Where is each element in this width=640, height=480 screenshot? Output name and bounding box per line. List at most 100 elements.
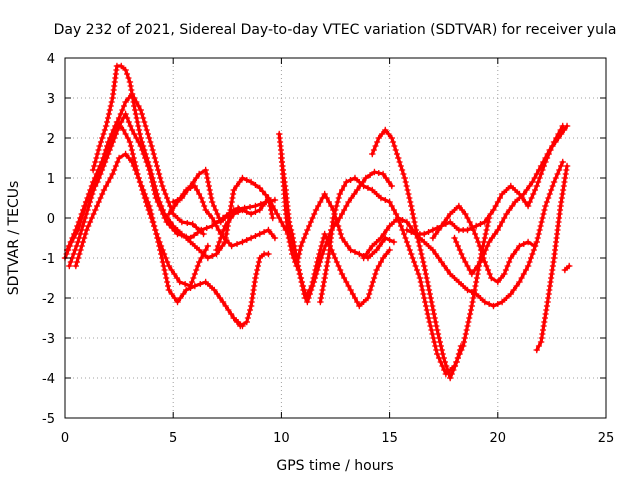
data-point-fill (363, 251, 370, 257)
data-point (89, 166, 97, 174)
data-point-fill (158, 179, 165, 185)
series-track-8 (213, 194, 276, 254)
data-point-fill (112, 163, 119, 169)
data-point (178, 218, 186, 226)
data-point (336, 214, 344, 222)
data-point-fill (341, 207, 348, 213)
data-point-fill (328, 203, 335, 209)
data-point (72, 226, 80, 234)
tick-layer: 0 5 10 15 20 25 -5 -4 -3 -2 -1 0 1 2 3 4 (42, 52, 614, 446)
data-point (131, 102, 138, 110)
data-point-fill (88, 215, 95, 221)
data-point (421, 238, 428, 246)
data-point-fill (422, 299, 429, 305)
data-point-fill (99, 159, 106, 165)
data-point (146, 202, 153, 210)
data-point-fill (143, 155, 150, 161)
data-point-fill (125, 75, 132, 81)
data-point-fill (469, 299, 476, 305)
data-point-fill (132, 167, 139, 173)
data-point-fill (204, 175, 211, 181)
data-point-fill (252, 233, 259, 239)
data-point-fill (441, 359, 448, 365)
data-point-fill (184, 187, 191, 193)
data-point-fill (345, 283, 352, 289)
data-point-fill (318, 295, 325, 301)
data-point (165, 286, 173, 294)
data-point-fill (506, 259, 513, 265)
data-point (392, 210, 400, 218)
y-tick-label: 0 (47, 212, 55, 227)
data-point (429, 246, 437, 254)
data-point (555, 134, 562, 142)
data-point (105, 138, 112, 146)
data-point-fill (210, 203, 217, 209)
data-point-fill (426, 287, 433, 293)
data-point-fill (466, 219, 473, 225)
data-point-fill (108, 131, 115, 137)
data-point (468, 270, 476, 278)
data-point-fill (323, 195, 330, 201)
data-point-fill (113, 67, 120, 73)
chart-title: Day 232 of 2021, Sidereal Day-to-day VTE… (54, 22, 617, 38)
data-point-fill (451, 275, 458, 281)
data-point-fill (372, 271, 379, 277)
data-point-fill (338, 211, 345, 217)
data-point (401, 174, 408, 182)
data-point-fill (482, 247, 489, 253)
data-point-fill (150, 179, 157, 185)
data-point-fill (317, 199, 324, 205)
data-point (472, 290, 480, 298)
data-point (96, 166, 103, 174)
data-point-fill (262, 191, 269, 198)
data-point-fill (533, 171, 540, 177)
data-point-fill (373, 191, 380, 197)
data-point-fill (203, 225, 210, 231)
data-point-fill (130, 99, 137, 105)
data-point-fill (483, 227, 490, 233)
data-point-fill (104, 143, 111, 149)
data-point-fill (464, 263, 471, 269)
data-point-fill (294, 259, 301, 265)
data-point (416, 274, 424, 282)
data-point-fill (125, 155, 132, 161)
data-point-fill (159, 207, 166, 213)
data-point-fill (88, 195, 95, 201)
data-point-fill (158, 203, 165, 209)
x-tick-label: 10 (273, 431, 290, 446)
data-point-fill (124, 115, 131, 121)
data-point-fill (212, 207, 219, 213)
data-point (356, 302, 363, 310)
data-point-fill (425, 243, 432, 249)
data-point-fill (481, 235, 488, 241)
data-point-fill (543, 199, 550, 205)
data-point-fill (292, 247, 299, 253)
data-point-fill (296, 271, 303, 277)
data-point-fill (168, 207, 175, 213)
data-point-fill (417, 247, 424, 253)
data-point-fill (149, 215, 156, 221)
data-point-fill (419, 255, 426, 261)
data-point-fill (416, 243, 423, 249)
data-point-fill (93, 155, 100, 161)
data-point (243, 318, 250, 326)
data-point (438, 258, 445, 266)
data-point (204, 254, 212, 262)
data-point-fill (171, 271, 178, 277)
data-point-fill (187, 285, 194, 291)
data-point-fill (532, 187, 539, 193)
data-point (347, 286, 354, 294)
data-point-fill (335, 195, 342, 201)
data-point-fill (129, 151, 136, 157)
data-point-fill (87, 199, 94, 205)
data-point-fill (425, 229, 432, 235)
data-point-fill (388, 203, 395, 209)
data-point-fill (150, 219, 157, 225)
data-point (475, 238, 482, 246)
data-point-fill (311, 271, 318, 277)
data-point (115, 154, 123, 162)
data-point-fill (405, 243, 412, 249)
data-point (369, 186, 376, 194)
data-point-fill (228, 199, 235, 205)
data-point-fill (476, 243, 483, 249)
